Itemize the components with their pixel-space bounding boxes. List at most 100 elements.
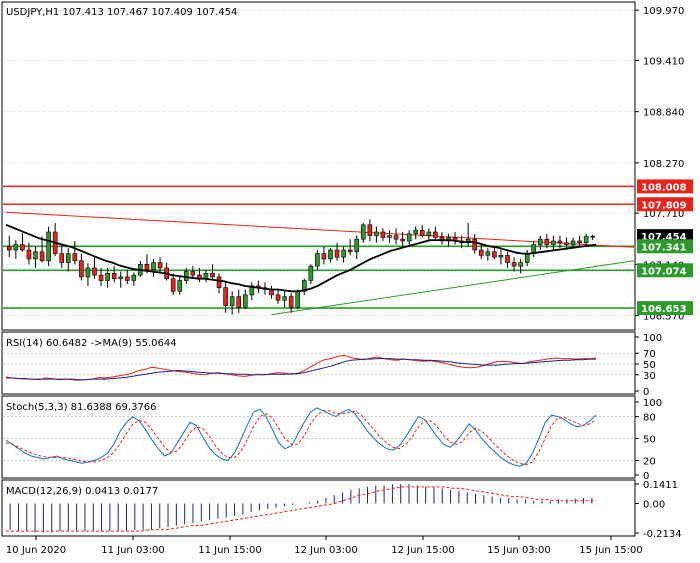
- candle-body: [151, 262, 156, 271]
- candle-body: [354, 238, 360, 253]
- candle-body: [6, 246, 12, 251]
- y-tick-label: 108.840: [643, 108, 684, 119]
- price-tag-label: 106.653: [641, 304, 687, 315]
- candle-body: [347, 249, 353, 253]
- candle-body: [544, 238, 550, 245]
- macd-panel[interactable]: [1, 479, 636, 537]
- candle-body: [20, 244, 25, 251]
- candle-body: [111, 273, 117, 280]
- candle-body: [374, 231, 379, 236]
- series-line: [5, 410, 597, 466]
- candle-body: [590, 235, 596, 238]
- candle-body: [419, 229, 425, 236]
- candle-body: [577, 240, 582, 244]
- price-tag-label: 107.809: [641, 200, 687, 211]
- candle-body: [524, 253, 530, 263]
- y-tick-label: 80: [643, 413, 656, 424]
- candle-body: [505, 255, 510, 263]
- candle-body: [393, 235, 399, 240]
- candle-body: [406, 233, 412, 242]
- macd-panel-header: MACD(12,26,9) 0.0413 0.0177: [6, 486, 158, 497]
- y-tick-label: -0.2134: [643, 529, 682, 540]
- price-tag-label: 107.074: [641, 266, 687, 277]
- uptrend-trendline: [271, 260, 635, 316]
- candle-body: [72, 253, 78, 262]
- stoch-panel[interactable]: [1, 395, 636, 479]
- candle-body: [177, 280, 183, 292]
- rsi-panel-header: RSI(14) 60.6482 ->MA(9) 55.0644: [6, 338, 177, 349]
- price-tag: [637, 179, 693, 194]
- candle-body: [157, 262, 163, 269]
- candle-body: [275, 294, 281, 301]
- y-tick-label: 20: [643, 456, 656, 467]
- price-tag-label: 107.454: [641, 232, 687, 243]
- candle-body: [492, 251, 497, 258]
- candle-body: [341, 249, 346, 258]
- candle-body: [216, 276, 222, 288]
- candle-body: [223, 287, 228, 306]
- candle-body: [367, 224, 373, 236]
- y-tick-label: 30: [643, 371, 656, 382]
- candle-body: [242, 294, 248, 308]
- candle-body: [498, 255, 504, 258]
- candle-body: [570, 240, 576, 245]
- candle-body: [65, 253, 71, 263]
- main-panel[interactable]: [1, 1, 636, 331]
- candle-body: [360, 224, 366, 240]
- candle-body: [236, 296, 242, 308]
- candle-body: [400, 238, 405, 242]
- price-tag: [637, 301, 693, 316]
- candle-body: [39, 251, 45, 262]
- y-tick-label: 107.710: [643, 209, 684, 220]
- candle-body: [537, 238, 543, 245]
- price-tag: [637, 239, 693, 254]
- x-tick-label: 11 Jun 03:00: [101, 545, 165, 556]
- candle-body: [59, 253, 65, 263]
- price-tag-label: 108.008: [641, 182, 687, 193]
- candle-body: [190, 271, 196, 276]
- downtrend-trendline: [5, 211, 635, 248]
- candle-body: [328, 249, 333, 260]
- y-tick-label: 0: [643, 387, 649, 398]
- macd-signal-line: [6, 486, 597, 532]
- candle-body: [413, 229, 419, 235]
- candle-body: [315, 253, 320, 267]
- candle-body: [85, 267, 91, 278]
- candle-body: [249, 285, 255, 296]
- candle-body: [98, 274, 104, 281]
- candle-body: [33, 251, 38, 260]
- candle-body: [334, 249, 340, 258]
- stoch-panel-header: Stoch(5,3,3) 81.6388 69.3766: [6, 402, 157, 413]
- y-tick-label: 50: [643, 435, 656, 446]
- candle-body: [426, 231, 432, 236]
- y-tick-label: 0.1411: [643, 480, 678, 491]
- series-line: [5, 354, 597, 381]
- x-tick-label: 10 Jun 2020: [6, 545, 66, 556]
- macd-chart: [6, 484, 597, 533]
- candle-body: [288, 296, 294, 308]
- price-tag: [637, 197, 693, 212]
- candle-body: [229, 296, 235, 306]
- candle-body: [387, 235, 392, 238]
- rsi-panel[interactable]: [1, 331, 636, 395]
- candle-body: [170, 278, 176, 292]
- candle-body: [518, 262, 523, 267]
- price-tag-label: 107.341: [641, 242, 687, 253]
- candle-body: [380, 231, 386, 238]
- candle-body: [46, 231, 51, 262]
- y-tick-label: 0.00: [643, 500, 665, 511]
- moving-average-line: [5, 223, 597, 293]
- y-tick-label: 109.410: [643, 56, 684, 67]
- candle-body: [131, 274, 137, 281]
- stoch-chart: [3, 407, 634, 467]
- candle-body: [144, 264, 150, 271]
- candle-body: [26, 249, 32, 260]
- x-tick-label: 15 Jun 15:00: [579, 545, 643, 556]
- candle-body: [321, 253, 327, 260]
- y-axis: 109.970109.410108.840108.270107.710107.1…: [635, 6, 693, 540]
- candle-body: [105, 273, 110, 281]
- candle-body: [564, 242, 569, 245]
- candle-body: [478, 249, 484, 256]
- x-tick-label: 11 Jun 15:00: [198, 545, 262, 556]
